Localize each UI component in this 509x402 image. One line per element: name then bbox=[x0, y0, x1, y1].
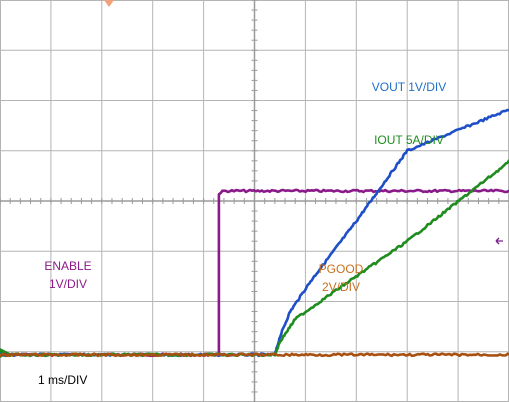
trigger-marker-icon bbox=[104, 0, 114, 7]
trace-label-vout: VOUT 1V/DIV bbox=[372, 80, 446, 94]
trace-label-pgood: PGOOD bbox=[319, 262, 364, 276]
traces bbox=[0, 108, 509, 358]
trace-label-iout: IOUT 5A/DIV bbox=[374, 133, 444, 147]
trace-label-enable: ENABLE bbox=[44, 259, 91, 273]
trace-label-pgood: 2V/DIV bbox=[322, 280, 360, 294]
timebase-label: 1 ms/DIV bbox=[38, 373, 87, 387]
trace-pgood bbox=[0, 352, 509, 358]
trace-labels: ENABLE 1V/DIV VOUT 1V/DIV IOUT 5A/DIV PGOOD 2… bbox=[44, 80, 446, 294]
trigger-level-arrow-icon bbox=[495, 237, 503, 245]
trace-label-enable: 1V/DIV bbox=[49, 277, 87, 291]
